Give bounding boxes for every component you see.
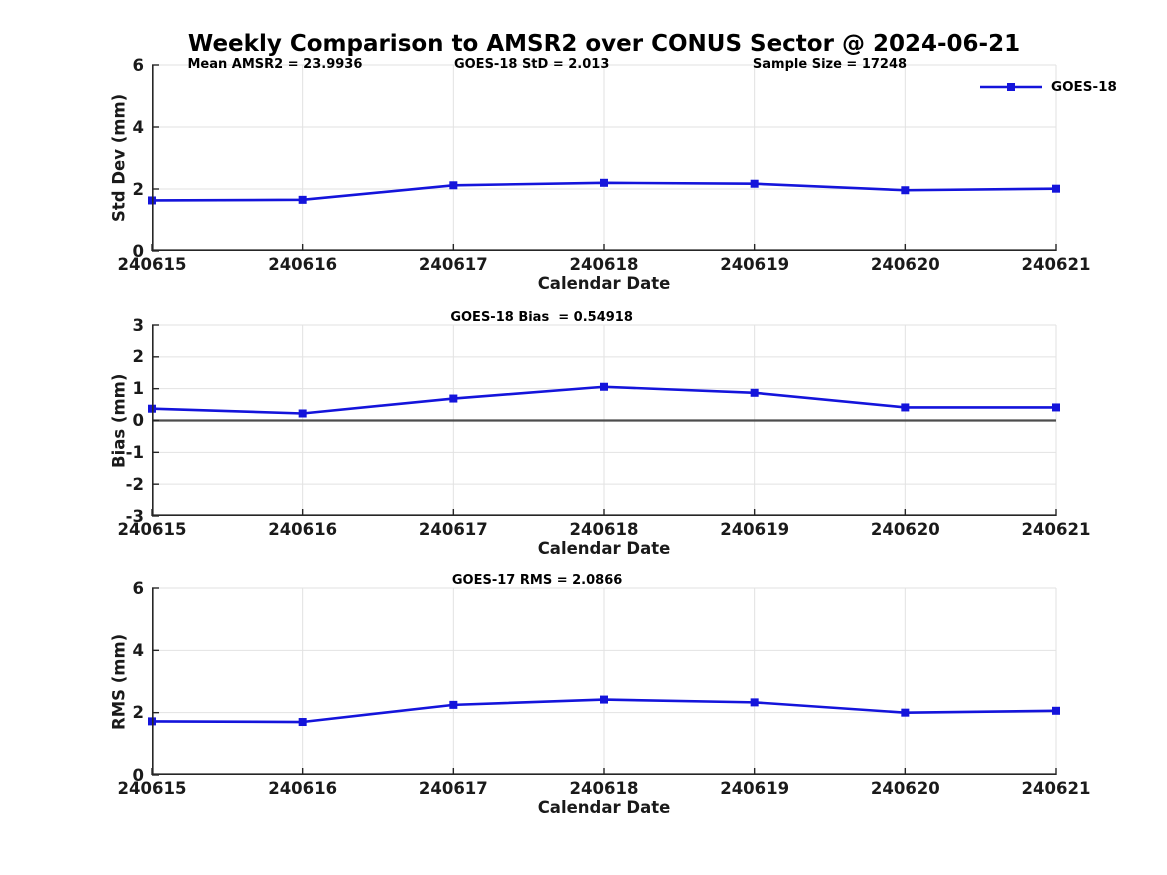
x-tick-label: 240616	[268, 779, 338, 798]
y-tick-label: 6	[132, 578, 144, 598]
y-tick-label: 2	[132, 347, 144, 367]
y-tick-label: 0	[132, 411, 144, 430]
y-tick-label: 2	[132, 179, 144, 199]
y-tick-label: 0	[132, 241, 144, 261]
x-tick-label: 240616	[268, 255, 338, 274]
legend-label: GOES-18	[1051, 79, 1117, 95]
data-marker	[600, 178, 608, 187]
y-tick-label: 1	[132, 379, 144, 399]
plot-area-std-dev: 0 2 4 6 240615 240616 240617 240618 240619 240620…	[118, 56, 1091, 275]
annotation: GOES-18 Bias = 0.54918	[450, 310, 633, 325]
x-tick-label: 240615	[117, 520, 187, 539]
data-marker	[901, 186, 910, 195]
x-tick-label: 240618	[569, 520, 639, 539]
x-axis-label-rms: Calendar Date	[537, 798, 671, 817]
data-marker	[750, 698, 759, 707]
chart-canvas-rms	[148, 587, 1060, 776]
data-marker	[298, 718, 307, 727]
y-tick-label: 4	[132, 640, 144, 660]
y-tick-label: 4	[132, 117, 144, 137]
data-marker	[298, 409, 307, 418]
data-marker	[1052, 706, 1060, 715]
data-marker	[750, 179, 759, 188]
x-tick-label: 240617	[418, 520, 488, 539]
legend: GOES-18	[980, 79, 1117, 95]
data-marker	[600, 382, 608, 391]
x-axis-label-std-dev: Calendar Date	[537, 274, 671, 293]
y-tick-label: -1	[125, 442, 144, 462]
data-marker	[449, 394, 458, 403]
x-tick-label: 240618	[569, 779, 639, 798]
x-tick-label: 240620	[870, 255, 940, 274]
x-tick-label: 240617	[418, 779, 488, 798]
x-tick-label: 240615	[117, 779, 187, 798]
annotation: GOES-17 RMS = 2.0866	[451, 573, 623, 588]
annotation: GOES-18 StD = 2.013	[453, 57, 610, 72]
x-tick-label: 240621	[1021, 520, 1091, 539]
x-tick-label: 240620	[870, 779, 940, 798]
annotation: Mean AMSR2 = 23.9936	[187, 57, 363, 72]
data-marker	[901, 403, 910, 412]
y-tick-label: 6	[132, 55, 144, 75]
x-tick-label: 240615	[117, 255, 187, 274]
x-tick-label: 240619	[720, 520, 790, 539]
x-tick-label: 240618	[569, 255, 639, 274]
data-marker	[449, 181, 458, 190]
data-marker	[1052, 184, 1060, 193]
subplot-bias: Bias (mm) 3 2 1 0 -1 -2 -3 240615 240616 240617 24…	[110, 310, 1091, 558]
x-tick-label: 240617	[418, 255, 488, 274]
y-tick-label: 0	[132, 765, 144, 785]
data-marker	[750, 388, 759, 397]
x-axis-label-bias: Calendar Date	[537, 539, 671, 558]
data-marker	[298, 195, 307, 204]
chart-canvas-std-dev	[148, 64, 1060, 252]
plot-area-rms: 0 2 4 6 240615 240616 240617 240618 240619 240620…	[118, 573, 1091, 798]
legend-marker-icon	[1007, 83, 1015, 91]
y-tick-label: -3	[125, 506, 144, 526]
legend-line-sample	[980, 83, 1042, 91]
x-tick-label: 240621	[1021, 255, 1091, 274]
y-axis-label-rms: RMS (mm)	[109, 633, 129, 730]
x-tick-label: 240616	[268, 520, 338, 539]
data-marker	[449, 700, 458, 709]
subplot-std-dev: Std Dev (mm) 0 2 4 6 240615 240616 240617 24061…	[110, 56, 1117, 294]
x-tick-label: 240619	[720, 779, 790, 798]
annotation: Sample Size = 17248	[752, 57, 908, 72]
subplot-rms: RMS (mm) 0 2 4 6 240615 240616 240617 240618 240…	[110, 573, 1091, 817]
data-marker	[901, 708, 910, 717]
data-marker	[1052, 403, 1060, 412]
y-axis-label-std-dev: Std Dev (mm)	[109, 93, 129, 223]
plot-area-bias: 3 2 1 0 -1 -2 -3 240615 240616 240617 240618 240619…	[118, 310, 1091, 539]
chart-canvas-bias	[148, 324, 1060, 517]
y-tick-label: 2	[132, 703, 144, 723]
y-tick-label: 3	[132, 315, 144, 335]
figure-title: Weekly Comparison to AMSR2 over CONUS Se…	[187, 31, 1021, 57]
x-tick-label: 240621	[1021, 779, 1091, 798]
y-tick-label: -2	[125, 474, 144, 494]
x-tick-label: 240619	[720, 255, 790, 274]
x-tick-label: 240620	[870, 520, 940, 539]
data-marker	[600, 695, 608, 704]
